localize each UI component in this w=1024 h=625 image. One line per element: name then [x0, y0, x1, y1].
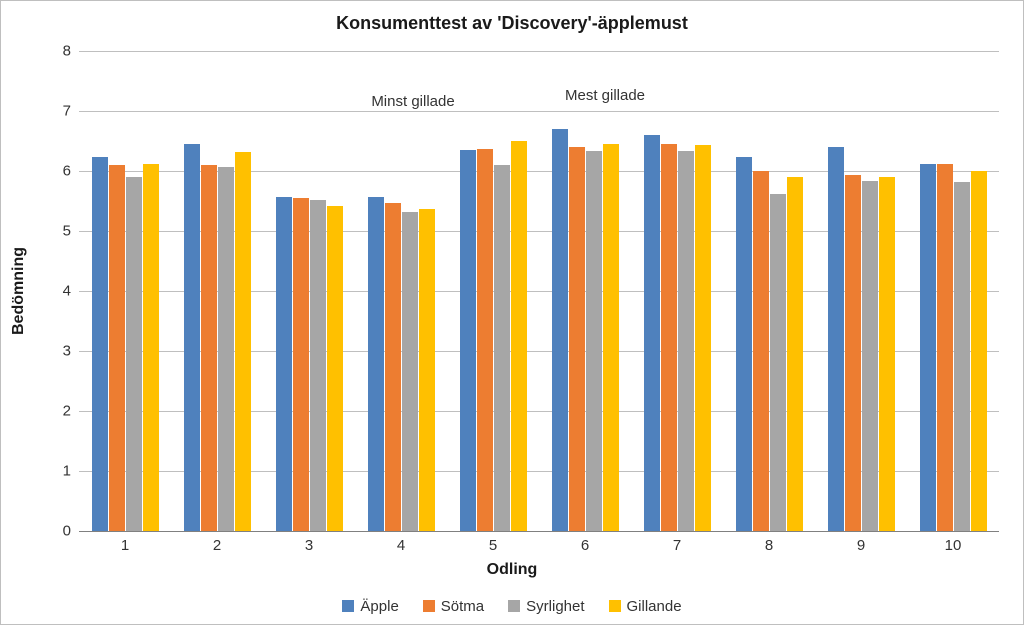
y-tick-label: 6 [63, 163, 71, 180]
y-axis-title: Bedömning [10, 247, 28, 335]
x-axis-title: Odling [1, 561, 1023, 579]
bar-sötma [109, 165, 125, 531]
legend-swatch [342, 600, 354, 612]
annotation: Minst gillade [371, 93, 454, 110]
legend-item: Gillande [609, 598, 682, 615]
x-tick-label: 1 [121, 537, 129, 554]
bar-gillande [879, 177, 895, 531]
y-tick-label: 4 [63, 283, 71, 300]
bar-syrlighet [218, 167, 234, 531]
bar-äpple [460, 150, 476, 531]
y-tick-label: 5 [63, 223, 71, 240]
y-tick-label: 3 [63, 343, 71, 360]
legend: Äpple Sötma Syrlighet Gillande [1, 598, 1023, 617]
legend-item: Sötma [423, 598, 484, 615]
bar-äpple [552, 129, 568, 531]
bar-äpple [184, 144, 200, 531]
chart-title: Konsumenttest av 'Discovery'-äpplemust [1, 13, 1023, 34]
bar-syrlighet [954, 182, 970, 531]
bar-gillande [603, 144, 619, 531]
x-tick-label: 7 [673, 537, 681, 554]
bar-syrlighet [586, 151, 602, 531]
bar-syrlighet [310, 200, 326, 531]
bar-syrlighet [494, 165, 510, 531]
legend-item: Äpple [342, 598, 398, 615]
legend-swatch [423, 600, 435, 612]
bar-gillande [695, 145, 711, 531]
bar-sötma [293, 198, 309, 531]
bar-sötma [569, 147, 585, 531]
bar-gillande [971, 171, 987, 531]
legend-label: Syrlighet [526, 598, 584, 615]
y-tick-label: 7 [63, 103, 71, 120]
bar-syrlighet [126, 177, 142, 531]
legend-label: Sötma [441, 598, 484, 615]
y-tick-label: 8 [63, 43, 71, 60]
y-tick-label: 0 [63, 523, 71, 540]
bar-sötma [753, 171, 769, 531]
x-tick-label: 5 [489, 537, 497, 554]
legend-label: Gillande [627, 598, 682, 615]
bar-sötma [845, 175, 861, 531]
bar-syrlighet [862, 181, 878, 531]
bar-syrlighet [402, 212, 418, 531]
annotation: Mest gillade [565, 87, 645, 104]
bar-gillande [787, 177, 803, 531]
x-tick-label: 10 [945, 537, 962, 554]
bar-gillande [511, 141, 527, 531]
bar-äpple [644, 135, 660, 531]
x-tick-label: 2 [213, 537, 221, 554]
chart-container: Konsumenttest av 'Discovery'-äpplemust B… [0, 0, 1024, 625]
legend-swatch [508, 600, 520, 612]
bar-äpple [276, 197, 292, 531]
bar-gillande [419, 209, 435, 531]
gridline [79, 51, 999, 52]
legend-item: Syrlighet [508, 598, 584, 615]
legend-swatch [609, 600, 621, 612]
legend-label: Äpple [360, 598, 398, 615]
plot-area: 01234567812345678910Minst gilladeMest gi… [79, 51, 999, 531]
gridline [79, 111, 999, 112]
x-tick-label: 6 [581, 537, 589, 554]
bar-sötma [661, 144, 677, 531]
bar-äpple [828, 147, 844, 531]
bar-gillande [327, 206, 343, 531]
bar-äpple [368, 197, 384, 531]
y-tick-label: 2 [63, 403, 71, 420]
bar-äpple [920, 164, 936, 531]
gridline [79, 531, 999, 532]
x-tick-label: 9 [857, 537, 865, 554]
bar-sötma [201, 165, 217, 531]
x-tick-label: 8 [765, 537, 773, 554]
bar-sötma [477, 149, 493, 531]
bar-syrlighet [678, 151, 694, 531]
bar-äpple [736, 157, 752, 531]
bar-sötma [385, 203, 401, 531]
x-tick-label: 3 [305, 537, 313, 554]
x-tick-label: 4 [397, 537, 405, 554]
bar-sötma [937, 164, 953, 531]
bar-syrlighet [770, 194, 786, 531]
y-tick-label: 1 [63, 463, 71, 480]
bar-äpple [92, 157, 108, 531]
bar-gillande [235, 152, 251, 531]
bar-gillande [143, 164, 159, 531]
